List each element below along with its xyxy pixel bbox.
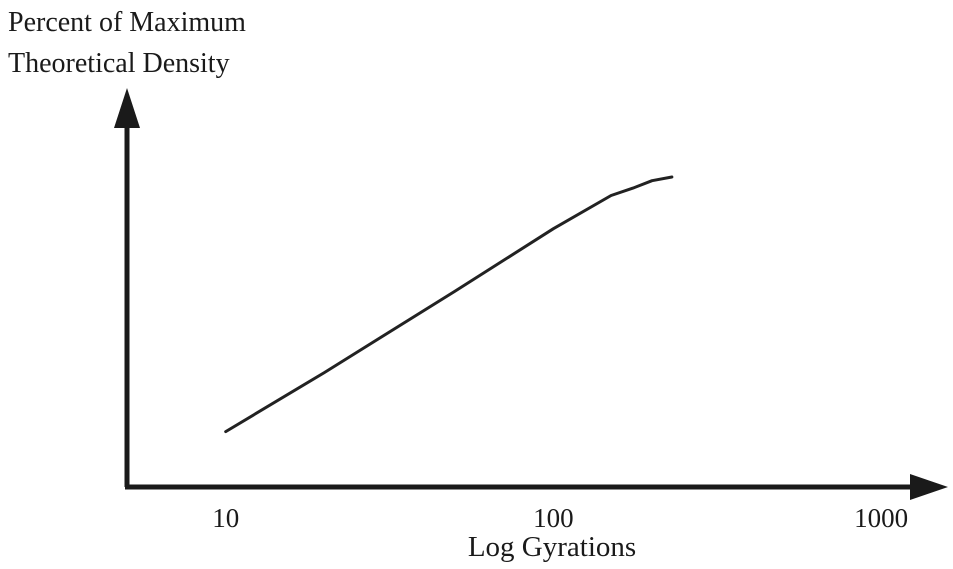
series-line-0 — [224, 175, 674, 434]
y-axis-label-line-1: Percent of Maximum — [8, 7, 246, 38]
y-axis-arrow — [114, 88, 140, 128]
x-tick-labels: 10 100 1000 — [212, 503, 908, 533]
series-layer — [224, 175, 674, 434]
x-tick-label-1000: 1000 — [854, 503, 908, 533]
x-tick-label-100: 100 — [533, 503, 574, 533]
x-tick-label-10: 10 — [212, 503, 239, 533]
y-axis-label-line-2: Theoretical Density — [8, 48, 230, 79]
x-axis-label: Log Gyrations — [468, 531, 636, 563]
x-axis-arrow — [910, 474, 948, 500]
